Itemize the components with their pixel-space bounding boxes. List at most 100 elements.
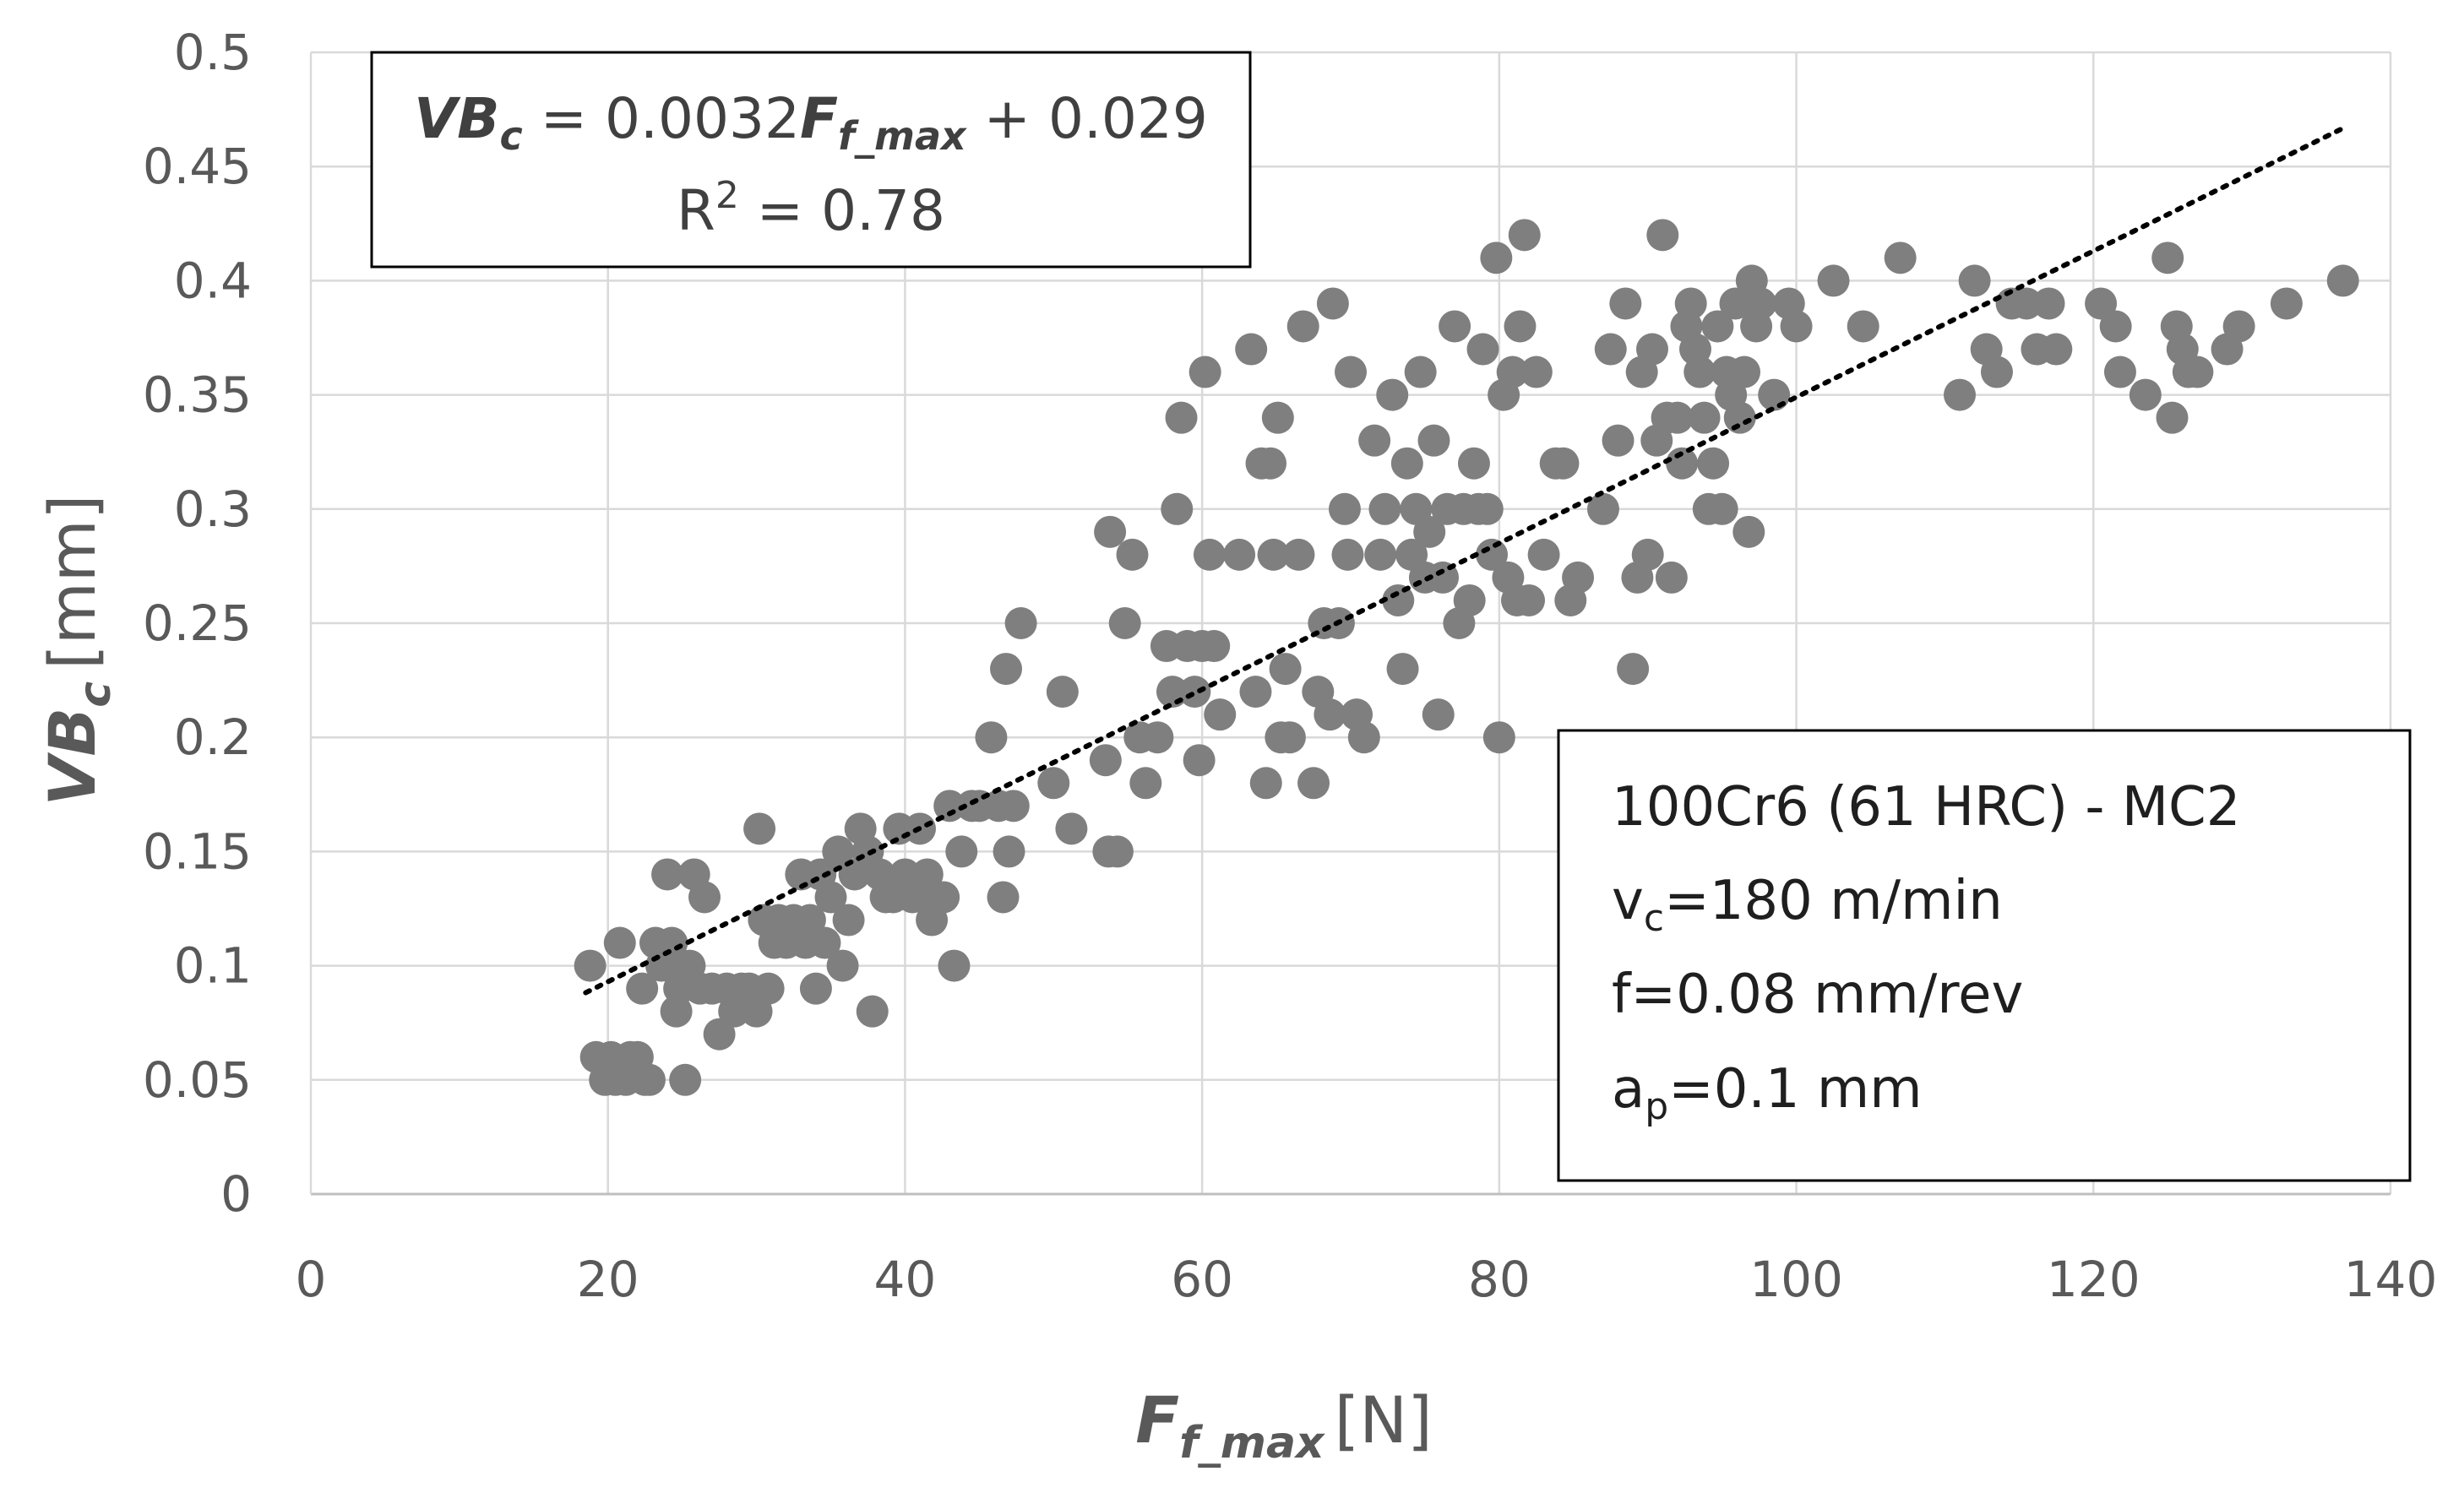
data-point (1562, 561, 1595, 594)
data-point (1413, 515, 1446, 548)
data-point (1513, 584, 1546, 616)
info-box-frame (1557, 729, 2412, 1182)
data-point (826, 949, 859, 982)
info-feed: f=0.08 mm/rev (1612, 964, 2023, 1026)
equation-lhs: VB (414, 86, 499, 151)
y-axis-title-unit: [mm] (35, 495, 110, 670)
data-point (1286, 310, 1319, 343)
y-tick-labels: 0 0.05 0.1 0.15 0.2 0.25 0.3 0.35 0.4 0.45 0.5 (143, 24, 252, 1223)
data-point (1046, 676, 1079, 708)
data-point (1101, 835, 1134, 868)
data-point (1655, 561, 1688, 594)
data-point (822, 835, 855, 868)
data-point (1466, 333, 1499, 366)
data-point (1094, 515, 1127, 548)
data-point (1193, 538, 1226, 571)
data-point (1496, 356, 1529, 388)
data-point (752, 972, 785, 1005)
data-point (703, 1018, 736, 1051)
equation-var: F (800, 86, 838, 151)
data-point (1390, 447, 1423, 480)
data-point (1520, 356, 1553, 388)
data-point (2181, 356, 2214, 388)
data-point (856, 995, 889, 1028)
y-tick-label: 0.45 (143, 138, 252, 195)
data-point (1282, 538, 1315, 571)
y-axis-title-main: VB (35, 708, 110, 806)
data-point (1183, 744, 1216, 777)
r-squared-label: R (677, 178, 715, 243)
data-point (1780, 310, 1813, 343)
data-point (1376, 378, 1409, 411)
data-point (1273, 721, 1306, 754)
equation-box: VBc = 0.0032Ff_max + 0.029 R2 = 0.78 (370, 51, 1252, 269)
data-point (990, 653, 1023, 686)
info-ap-sub: p (1645, 1085, 1668, 1128)
y-tick-label: 0.1 (174, 937, 252, 995)
data-point (1116, 538, 1149, 571)
data-point (832, 904, 865, 937)
data-point (1331, 538, 1364, 571)
data-point (1269, 653, 1302, 686)
data-point (1457, 447, 1490, 480)
x-tick-label: 20 (577, 1251, 639, 1308)
x-axis-title-main: F (1135, 1382, 1179, 1458)
data-point (1257, 538, 1290, 571)
data-point (2103, 356, 2136, 388)
r-squared-value: = 0.78 (739, 178, 945, 243)
data-point (1297, 767, 1330, 800)
data-point (1697, 447, 1730, 480)
data-point (808, 926, 841, 959)
x-tick-label: 140 (2344, 1251, 2438, 1308)
data-point (1422, 698, 1455, 731)
data-point (1239, 676, 1272, 708)
y-tick-label: 0.2 (174, 708, 252, 766)
y-axis-title: VBc [mm] (35, 495, 121, 806)
data-point (1631, 538, 1664, 571)
y-tick-label: 0.35 (143, 366, 252, 424)
data-point (1732, 515, 1765, 548)
data-point (1817, 264, 1850, 297)
data-point (997, 790, 1030, 823)
x-axis-title-sub: f_max (1179, 1418, 1325, 1469)
data-point (1728, 356, 1761, 388)
equation-lhs-sub: c (499, 113, 522, 159)
data-point (651, 858, 684, 891)
y-tick-label: 0.5 (174, 24, 252, 81)
data-point (1141, 721, 1174, 754)
data-point (1602, 424, 1635, 457)
data-point (1723, 401, 1756, 434)
data-point (1504, 310, 1537, 343)
equation-box-frame (370, 51, 1252, 269)
data-point (1958, 264, 1991, 297)
data-point (1688, 401, 1721, 434)
data-point (1328, 492, 1361, 525)
data-point (1701, 310, 1734, 343)
y-tick-label: 0.4 (174, 252, 252, 309)
data-point (975, 721, 1008, 754)
data-point (1666, 447, 1699, 480)
y-axis-title-sub: c (70, 681, 121, 708)
data-point (2129, 378, 2162, 411)
data-point (1198, 630, 1231, 663)
data-point (1037, 767, 1070, 800)
y-tick-label: 0.25 (143, 594, 252, 652)
data-point (993, 835, 1025, 868)
equation-line: VBc = 0.0032Ff_max + 0.029 (414, 86, 1208, 159)
data-point (1594, 333, 1627, 366)
data-point (1847, 310, 1879, 343)
data-point (799, 972, 832, 1005)
data-point (626, 972, 659, 1005)
data-points (574, 219, 2359, 1096)
data-point (1705, 492, 1738, 525)
data-point (688, 881, 721, 914)
data-point (1316, 287, 1349, 320)
data-point (814, 881, 847, 914)
data-point (1055, 812, 1088, 845)
data-point (1719, 287, 1752, 320)
data-point (2222, 310, 2255, 343)
data-point (1744, 287, 1777, 320)
data-point (1453, 584, 1486, 616)
data-point (1382, 584, 1415, 616)
